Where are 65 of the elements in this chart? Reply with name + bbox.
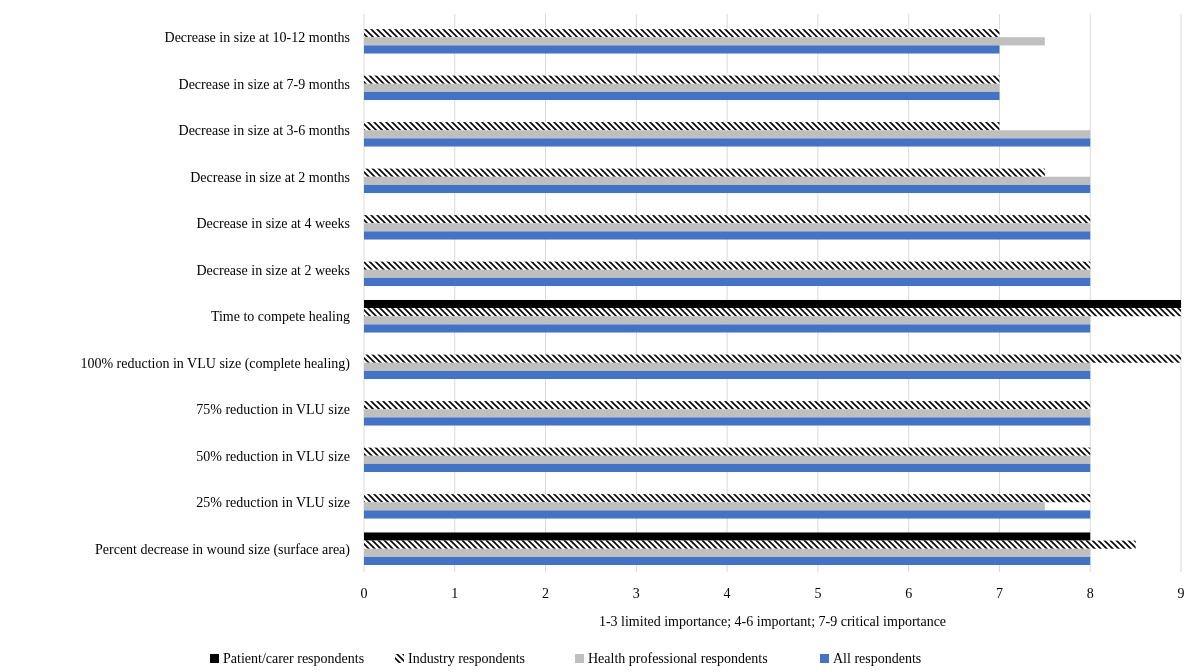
x-tick-label: 8 (1086, 586, 1094, 601)
x-tick-label: 2 (542, 586, 550, 601)
bar (364, 37, 1045, 46)
bar (364, 417, 1091, 426)
bar (364, 269, 1091, 278)
bar (364, 510, 1091, 519)
y-tick-label: Decrease in size at 10-12 months (164, 30, 350, 46)
y-tick-label: Decrease in size at 3-6 months (178, 123, 350, 139)
bar (364, 215, 1091, 224)
x-tick-label: 5 (814, 586, 822, 601)
bar (364, 548, 1091, 557)
bar (364, 502, 1045, 511)
bar (364, 455, 1091, 464)
bar (364, 324, 1091, 333)
bar (364, 261, 1091, 270)
bar (364, 299, 1181, 309)
bar (364, 447, 1091, 456)
y-tick-label: Percent decrease in wound size (surface area) (95, 541, 351, 558)
y-tick-label: 100% reduction in VLU size (complete healing) (80, 355, 351, 372)
legend-label: Patient/carer respondents (223, 651, 365, 666)
y-tick-label: 25% reduction in VLU size (196, 495, 350, 511)
legend-label: All respondents (833, 651, 922, 666)
bar (364, 277, 1091, 287)
bar (364, 138, 1091, 147)
legend-label: Health professional respondents (588, 651, 768, 666)
bar (364, 176, 1091, 185)
bar (364, 409, 1091, 418)
y-tick-label: Decrease in size at 4 weeks (196, 216, 350, 232)
y-tick-label: Time to compete healing (210, 309, 350, 325)
bar (364, 130, 1091, 139)
bar (364, 308, 1181, 317)
bar (364, 231, 1091, 240)
bar (364, 354, 1181, 363)
y-tick-label: 50% reduction in VLU size (196, 448, 350, 464)
bar (364, 45, 1000, 54)
bar (364, 370, 1091, 380)
bar (364, 75, 1000, 84)
bar (364, 223, 1091, 232)
x-tick-label: 1 (451, 586, 459, 601)
y-tick-label: Decrease in size at 2 weeks (196, 262, 350, 278)
bar (364, 316, 1091, 325)
x-tick-label: 6 (905, 586, 913, 601)
y-tick-label: Decrease in size at 2 months (190, 169, 350, 185)
bar (364, 122, 1000, 131)
bar (364, 29, 1000, 38)
bar (364, 540, 1136, 549)
x-tick-label: 0 (360, 586, 368, 601)
bar (364, 91, 1000, 101)
bar (364, 532, 1091, 541)
legend-label: Industry respondents (408, 651, 526, 666)
x-tick-label: 4 (723, 586, 731, 601)
y-tick-label: 75% reduction in VLU size (196, 402, 350, 418)
bar (364, 83, 1000, 92)
bar (364, 401, 1091, 410)
x-tick-label: 9 (1177, 586, 1185, 601)
x-axis-title: 1-3 limited importance; 4-6 important; 7-9 critical importance (598, 614, 947, 629)
bar (364, 556, 1091, 566)
y-tick-label: Decrease in size at 7-9 months (178, 76, 350, 92)
bar (364, 184, 1091, 194)
bar (364, 494, 1091, 503)
bar (364, 168, 1045, 177)
bar (364, 463, 1091, 473)
bar (364, 362, 1091, 371)
x-tick-label: 7 (995, 586, 1003, 601)
x-tick-label: 3 (632, 586, 640, 601)
